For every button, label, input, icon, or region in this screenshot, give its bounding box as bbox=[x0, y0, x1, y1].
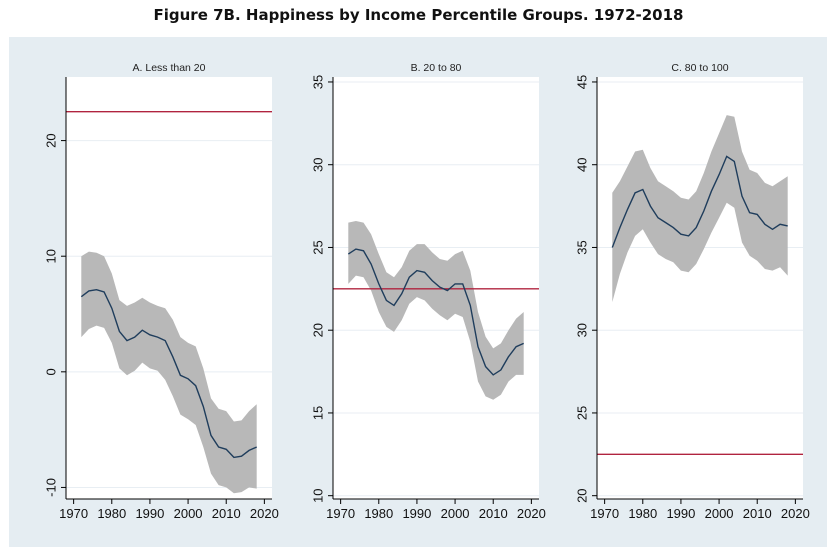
y-tick-label: 35 bbox=[310, 75, 325, 89]
y-tick-label: 30 bbox=[574, 323, 589, 337]
x-tick-label: 2020 bbox=[517, 506, 546, 521]
plot-area bbox=[597, 77, 803, 499]
x-tick-label: 1970 bbox=[59, 506, 88, 521]
x-tick-label: 2010 bbox=[743, 506, 772, 521]
y-tick-label: 35 bbox=[574, 240, 589, 254]
confidence-band bbox=[81, 251, 257, 494]
x-tick-label: 1970 bbox=[326, 506, 355, 521]
y-tick-label: 25 bbox=[574, 406, 589, 420]
x-tick-label: 2000 bbox=[441, 506, 470, 521]
y-tick-label: -10 bbox=[43, 478, 58, 497]
y-tick-label: 15 bbox=[310, 406, 325, 420]
y-tick-label: 20 bbox=[43, 133, 58, 147]
figure-title: Figure 7B. Happiness by Income Percentil… bbox=[153, 6, 684, 24]
y-tick-label: 0 bbox=[43, 368, 58, 375]
y-tick-label: 20 bbox=[310, 323, 325, 337]
y-tick-label: 30 bbox=[310, 157, 325, 171]
y-tick-label: 25 bbox=[310, 240, 325, 254]
x-tick-label: 1990 bbox=[666, 506, 695, 521]
confidence-band bbox=[612, 115, 788, 303]
x-tick-label: 2010 bbox=[212, 506, 241, 521]
series-line bbox=[80, 288, 257, 459]
x-tick-label: 2010 bbox=[479, 506, 508, 521]
x-tick-label: 1980 bbox=[364, 506, 393, 521]
y-tick-label: 45 bbox=[574, 75, 589, 89]
series-line bbox=[611, 155, 788, 248]
x-tick-label: 1990 bbox=[402, 506, 431, 521]
x-tick-label: 1980 bbox=[628, 506, 657, 521]
y-tick-label: 10 bbox=[43, 249, 58, 263]
x-tick-label: 1980 bbox=[97, 506, 126, 521]
panel-1: -10 0 10 20 1970 1980 1990 2000 2010 2020 A. Less … bbox=[43, 62, 278, 521]
panel-title: A. Less than 20 bbox=[133, 62, 206, 74]
panel-title: B. 20 to 80 bbox=[411, 62, 462, 74]
panel-2: 10 15 20 25 30 35 1970 1980 1990 2000 2010 2020 B. 2… bbox=[310, 62, 545, 521]
x-tick-label: 2000 bbox=[705, 506, 734, 521]
x-tick-label: 1970 bbox=[590, 506, 619, 521]
x-tick-label: 2000 bbox=[174, 506, 203, 521]
x-tick-label: 1990 bbox=[135, 506, 164, 521]
x-tick-label: 2020 bbox=[781, 506, 810, 521]
panel-3: 20 25 30 35 40 45 1970 1980 1990 2000 2010 2020 C. 8… bbox=[574, 62, 809, 521]
x-tick-label: 2020 bbox=[250, 506, 279, 521]
confidence-band bbox=[348, 221, 524, 400]
y-tick-label: 20 bbox=[574, 488, 589, 502]
y-tick-label: 40 bbox=[574, 157, 589, 171]
panel-title: C. 80 to 100 bbox=[671, 62, 728, 74]
series-line bbox=[347, 248, 524, 376]
y-tick-label: 10 bbox=[310, 488, 325, 502]
